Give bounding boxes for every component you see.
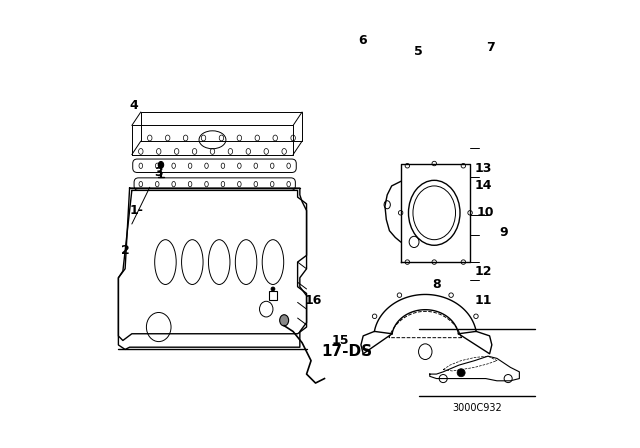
- Text: 16: 16: [305, 293, 322, 307]
- Text: 7: 7: [486, 40, 495, 54]
- Ellipse shape: [271, 287, 275, 291]
- Ellipse shape: [158, 161, 164, 168]
- Ellipse shape: [280, 314, 289, 326]
- Text: 3: 3: [154, 166, 163, 179]
- Text: 12: 12: [475, 264, 492, 278]
- Bar: [269, 291, 276, 300]
- Text: 6: 6: [358, 34, 367, 47]
- Text: 10: 10: [477, 206, 495, 220]
- Text: 8: 8: [432, 278, 441, 291]
- Text: 11: 11: [475, 293, 492, 307]
- Text: 3000C932: 3000C932: [452, 403, 502, 413]
- Text: 2: 2: [121, 244, 129, 258]
- Text: 13: 13: [475, 161, 492, 175]
- Text: 5: 5: [414, 45, 423, 58]
- Ellipse shape: [457, 369, 465, 377]
- Text: 15: 15: [332, 334, 349, 347]
- Text: 9: 9: [499, 226, 508, 240]
- Text: 1-: 1-: [129, 204, 143, 217]
- Text: 17-DS: 17-DS: [321, 344, 372, 359]
- Text: 14: 14: [475, 179, 492, 193]
- Text: 4: 4: [130, 99, 138, 112]
